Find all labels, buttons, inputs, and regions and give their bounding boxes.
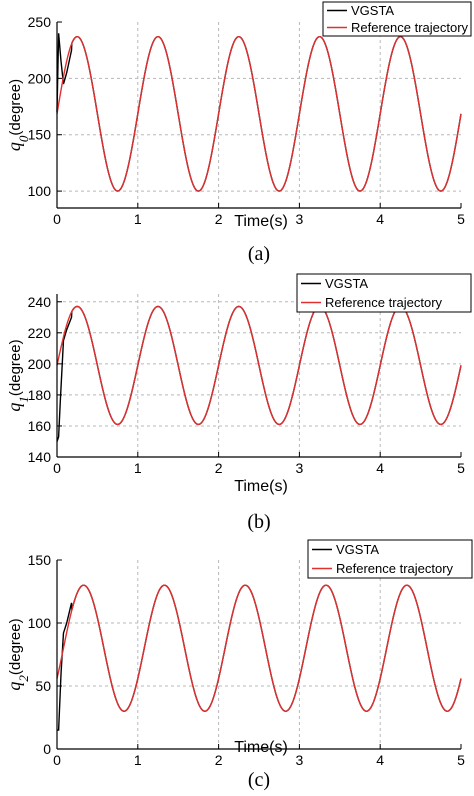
x-tick-label: 0 (53, 211, 61, 227)
legend-label: Reference trajectory (336, 561, 454, 576)
series-line-reference (56, 305, 462, 426)
x-tick-label: 3 (296, 211, 304, 227)
x-tick-label: 3 (296, 460, 304, 476)
legend-box (307, 539, 473, 579)
y-tick-label: 100 (28, 183, 52, 199)
legend-label: VGSTA (336, 542, 379, 557)
x-tick-label: 0 (53, 752, 61, 768)
y-tick-label: 150 (28, 127, 52, 143)
x-tick-label: 5 (457, 211, 465, 227)
series-line-vgsta (56, 305, 462, 442)
x-tick-label: 4 (376, 460, 384, 476)
x-tick-label: 4 (376, 211, 384, 227)
x-tick-label: 5 (457, 752, 465, 768)
y-tick-label: 240 (28, 294, 52, 310)
y-tick-label: 100 (28, 615, 52, 631)
y-tick-label: 50 (35, 678, 51, 694)
legend: VGSTA Reference trajectory (296, 273, 472, 313)
legend-label: VGSTA (325, 276, 368, 291)
x-tick-label: 1 (134, 211, 142, 227)
x-axis-title: Time(s) (234, 478, 288, 495)
legend-label: Reference trajectory (351, 20, 469, 35)
series-line-vgsta (57, 584, 462, 731)
series-line-reference (56, 35, 462, 192)
legend-label: Reference trajectory (325, 295, 443, 310)
y-axis-title: q0(degree) (4, 79, 31, 151)
panel-caption: (c) (248, 769, 270, 791)
x-tick-label: 2 (215, 752, 223, 768)
y-axis-title: q1(degree) (4, 339, 31, 411)
y-tick-label: 180 (28, 387, 52, 403)
legend-box (322, 1, 472, 37)
y-tick-label: 220 (28, 325, 52, 341)
chart-panel-1: 0 1 2 3 4 5 100 150 200 250 Time(s) q0(degree) VGSTA… (4, 1, 472, 265)
panel-caption: (b) (247, 511, 270, 533)
y-tick-label: 200 (28, 356, 52, 372)
x-tick-label: 5 (457, 460, 465, 476)
legend-box (296, 273, 472, 313)
y-tick-label: 250 (28, 14, 52, 30)
x-tick-label: 1 (134, 460, 142, 476)
chart-panel-3: 0 1 2 3 4 5050100150Time(s)q2(degree)VGSTARef… (4, 539, 473, 791)
y-tick-label: 200 (28, 70, 52, 86)
y-tick-label: 150 (28, 552, 52, 568)
x-tick-label: 1 (134, 752, 142, 768)
x-tick-label: 4 (376, 752, 384, 768)
x-axis-title: Time(s) (234, 739, 288, 756)
y-tick-label: 140 (28, 449, 52, 465)
legend: VGSTA Reference trajectory (322, 1, 472, 37)
x-tick-label: 0 (53, 460, 61, 476)
panel-caption: (a) (248, 243, 270, 265)
series-line-reference (56, 584, 462, 712)
x-tick-label: 3 (296, 752, 304, 768)
x-tick-label: 2 (215, 211, 223, 227)
chart-panel-2: 0 1 2 3 4 5 140 160 180 200 220 240 Time(s) q1(degree… (4, 273, 472, 533)
y-axis-title: q2(degree) (4, 618, 31, 690)
legend: VGSTA Reference trajectory (307, 539, 473, 579)
y-tick-label: 0 (43, 741, 51, 757)
legend-label: VGSTA (351, 3, 394, 18)
x-tick-label: 2 (215, 460, 223, 476)
y-tick-label: 160 (28, 418, 52, 434)
x-axis-title: Time(s) (234, 213, 288, 230)
